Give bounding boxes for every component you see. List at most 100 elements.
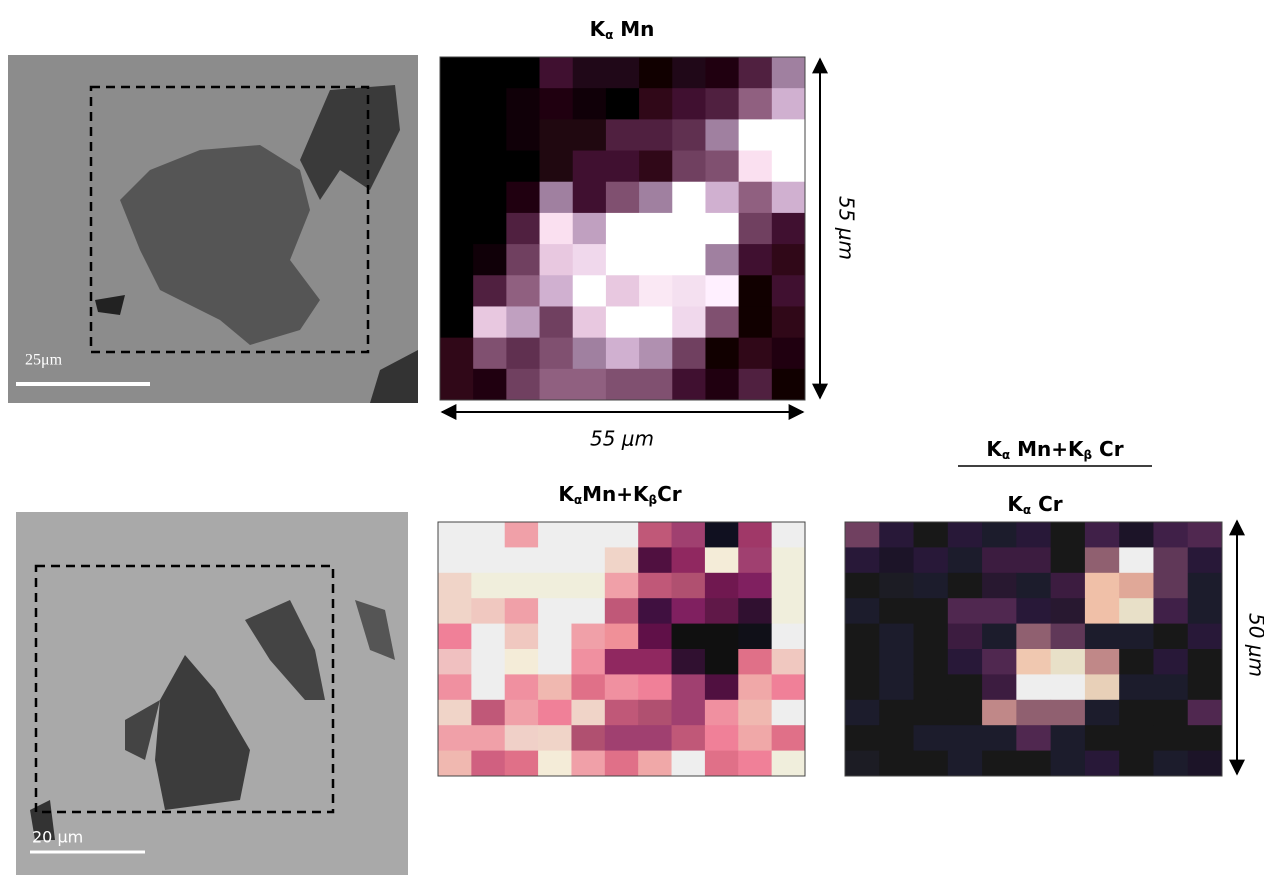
heatmap-cell (738, 244, 773, 276)
heatmap-cell (671, 623, 706, 650)
heatmap-cell (1050, 572, 1086, 599)
heatmap-cell (1119, 699, 1154, 726)
heatmap-cell (1050, 699, 1086, 726)
heatmap-cell (571, 598, 606, 625)
heatmap-cell (604, 725, 639, 752)
heatmap-cell (638, 699, 673, 726)
heatmap-cell (471, 547, 506, 574)
heatmap-cell (504, 674, 539, 701)
heatmap-cell (604, 572, 639, 599)
heatmap-cell (672, 57, 706, 89)
heatmap-cell (438, 750, 472, 777)
sem-image: 20 μm (16, 512, 408, 875)
map-title: KαMn+KβCr (558, 482, 681, 507)
heatmap-cell (1187, 674, 1223, 701)
heatmap-cell (605, 306, 640, 339)
heatmap-cell (1153, 572, 1189, 599)
heatmap-cell (771, 699, 806, 726)
heatmap-cell (1187, 598, 1223, 625)
heatmap-cell (1187, 750, 1223, 777)
heatmap-cell (440, 119, 474, 152)
heatmap-cell (913, 572, 949, 599)
heatmap-cell (538, 649, 572, 675)
heatmap-cell (705, 150, 740, 183)
heatmap-cell (572, 275, 607, 307)
heatmap-cell (539, 368, 574, 401)
heatmap-cell (947, 623, 983, 650)
heatmap-cell (1119, 547, 1154, 574)
heatmap-cell (738, 547, 773, 574)
heatmap-cell (947, 598, 983, 625)
heatmap-cell (506, 57, 541, 89)
heatmap-cell (704, 547, 739, 574)
heatmap-cell (705, 181, 740, 214)
heatmap-cell (440, 212, 474, 245)
heatmap-cell (504, 572, 539, 599)
heatmap-cell (506, 212, 541, 245)
heatmap-cell (705, 119, 740, 152)
heatmap-cell (738, 306, 773, 339)
heatmap-cell (947, 725, 983, 752)
heatmap-cell (672, 181, 706, 214)
heatmap-cell (473, 306, 507, 339)
heatmap-cell (1119, 674, 1154, 701)
heatmap-cell (506, 306, 541, 339)
heatmap-cell (671, 674, 706, 701)
heatmap-cell (440, 275, 474, 307)
heatmap-cell (771, 244, 806, 276)
heatmap-cell (947, 572, 983, 599)
heatmap-cell (771, 547, 806, 574)
heatmap-cell (638, 750, 673, 777)
heatmap-cell (672, 212, 706, 245)
heatmap-cell (947, 547, 983, 574)
heatmap-cell (438, 699, 472, 726)
heatmap-cell (771, 522, 806, 548)
heatmap-cell (1016, 522, 1052, 548)
heatmap-cell (471, 572, 506, 599)
height-label: 50 μm (1245, 613, 1264, 677)
heatmap-cell (1153, 623, 1189, 650)
heatmap-cell (571, 725, 606, 752)
heatmap-cell (438, 623, 472, 650)
heatmap-cell (1119, 725, 1154, 752)
heatmap-cell (705, 275, 740, 307)
heatmap-cell (1016, 572, 1052, 599)
heatmap-cell (982, 572, 1017, 599)
heatmap-cell (845, 572, 880, 599)
subscript: β (1084, 448, 1093, 462)
heatmap-cell (845, 547, 880, 574)
heatmap-cell (604, 522, 639, 548)
heatmap-cell (879, 623, 915, 650)
heatmap-cell (440, 181, 474, 214)
heatmap-cell (947, 750, 983, 777)
heatmap-cell (1084, 547, 1120, 574)
heatmap-cell (672, 337, 706, 370)
heatmap-cell (845, 623, 880, 650)
heatmap-cell (705, 368, 740, 401)
heatmap-cell (771, 368, 806, 401)
title-text: Cr (1031, 492, 1063, 516)
heatmap-cell (771, 306, 806, 339)
heatmap-cell (571, 699, 606, 726)
heatmap-cell (1153, 699, 1189, 726)
heatmap-cell (438, 598, 472, 625)
heatmap-cell (1016, 725, 1052, 752)
heatmap-cell (1153, 649, 1189, 675)
heatmap-cell (506, 150, 541, 183)
heatmap-cell (473, 244, 507, 276)
heatmap-cell (639, 119, 673, 152)
height-label: 55 μm (835, 196, 859, 260)
heatmap-cell (1119, 623, 1154, 650)
heatmap-cell (672, 275, 706, 307)
heatmap-cell (771, 337, 806, 370)
heatmap-cell (1084, 522, 1120, 548)
heatmap-cell (538, 572, 572, 599)
heatmap-cell (671, 725, 706, 752)
heatmap-cell (771, 119, 806, 152)
heatmap-cell (771, 750, 806, 777)
heatmap-cell (1016, 699, 1052, 726)
heatmap-cell (771, 598, 806, 625)
heatmap-cell (1153, 522, 1189, 548)
heatmap-cell (738, 368, 773, 401)
heatmap-cell (704, 598, 739, 625)
